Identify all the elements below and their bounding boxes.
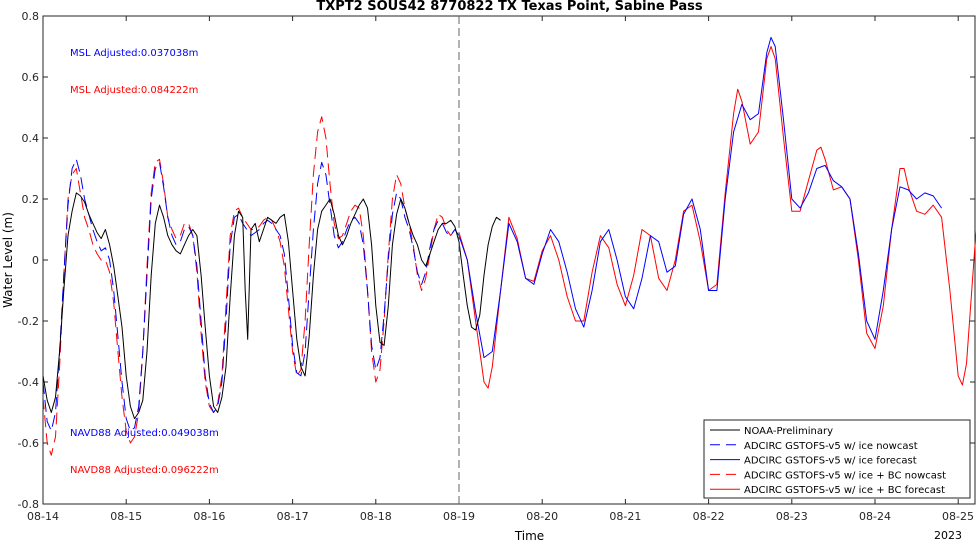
axis-ticks: -0.8 -0.6 -0.4 -0.2 0 0.2 0.4 0.6 0.8 08-14 08-15 0… (18, 10, 975, 523)
series-line-5 (458, 46, 976, 389)
y-axis-label: Water Level (m) (1, 212, 15, 308)
x-tick-label: 08-24 (859, 510, 891, 523)
series-layer (43, 36, 976, 456)
x-tick-label: 08-25 (942, 510, 974, 523)
legend-label-1: NOAA-Preliminary (744, 426, 833, 437)
y-tick-label: 0.6 (22, 71, 40, 84)
legend-box (703, 419, 971, 499)
x-tick-label: 08-19 (443, 510, 475, 523)
legend-label-2: ADCIRC GSTOFS-v5 w/ ice nowcast (744, 441, 918, 452)
x-tick-label: 08-23 (776, 510, 808, 523)
x-tick-label: 08-15 (110, 510, 142, 523)
x-axis-label: Time (514, 529, 544, 541)
navd88-adjusted-blue-annotation: NAVD88 Adjusted:0.049038m (70, 428, 219, 439)
msl-adjusted-blue-annotation: MSL Adjusted:0.037038m (70, 48, 198, 59)
x-tick-label: 08-17 (277, 510, 309, 523)
legend-label-4: ADCIRC GSTOFS-v5 w/ ice + BC nowcast (744, 470, 946, 481)
year-label: 2023 (934, 529, 962, 541)
x-tick-label: 08-21 (609, 510, 641, 523)
legend-label-5: ADCIRC GSTOFS-v5 w/ ice + BC forecast (744, 485, 945, 496)
legend-label-3: ADCIRC GSTOFS-v5 w/ ice forecast (744, 456, 917, 467)
navd88-adjusted-red-annotation: NAVD88 Adjusted:0.096222m (70, 465, 219, 476)
x-tick-label: 08-14 (27, 510, 59, 523)
y-tick-label: -0.2 (18, 315, 39, 328)
y-tick-label: -0.6 (18, 437, 39, 450)
x-tick-label: 08-18 (360, 510, 392, 523)
x-tick-label: 08-20 (526, 510, 558, 523)
series-line-3 (458, 36, 943, 359)
y-tick-label: -0.4 (18, 376, 39, 389)
y-tick-label: 0.8 (22, 10, 40, 23)
chart-title: TXPT2 SOUS42 8770822 TX Texas Point, Sab… (316, 0, 702, 14)
y-tick-label: 0.4 (22, 132, 40, 145)
legend: NOAA-Preliminary ADCIRC GSTOFS-v5 w/ ice … (703, 419, 971, 499)
y-tick-label: -0.8 (18, 498, 39, 511)
y-tick-label: 0 (32, 254, 39, 267)
msl-adjusted-red-annotation: MSL Adjusted:0.084222m (70, 85, 198, 96)
y-tick-label: 0.2 (22, 193, 40, 206)
series-line-1 (43, 192, 501, 420)
x-tick-label: 08-22 (693, 510, 725, 523)
x-tick-label: 08-16 (193, 510, 225, 523)
